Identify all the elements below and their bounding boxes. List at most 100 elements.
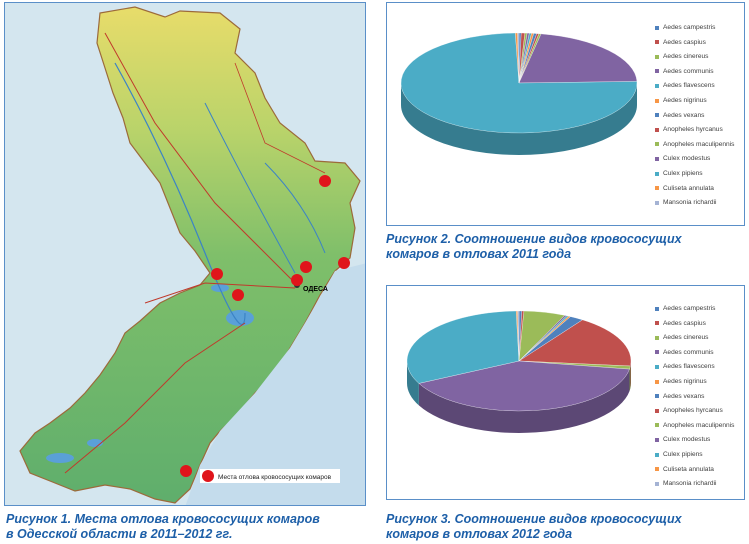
- legend-label: Aedes campestris: [663, 305, 716, 312]
- black-sea: [185, 263, 365, 505]
- figure-3-caption-line: Рисунок 3. Соотношение видов кровососущи…: [386, 512, 682, 526]
- legend-label: Aedes caspius: [663, 319, 706, 327]
- legend-label: Culex modestus: [663, 155, 711, 163]
- legend-swatch: [655, 113, 659, 118]
- legend-label: Culex pipiens: [663, 451, 703, 458]
- legend-label: Culiseta annulata: [663, 184, 714, 192]
- legend-swatch: [655, 408, 659, 413]
- figure-1-caption: Рисунок 1. Места отлова кровососущих ком…: [6, 512, 320, 542]
- pie-chart-2011: [400, 32, 638, 155]
- figure-1-caption-line: в Одесской области в 2011–2012 гг.: [6, 527, 233, 541]
- legend-swatch: [655, 156, 659, 161]
- road: [104, 32, 296, 284]
- map-legend-label: Места отлова кровососущих комаров: [218, 474, 332, 481]
- figure-2-caption-line: комаров в отловах 2011 года: [386, 247, 572, 261]
- trap-site-marker: [291, 274, 303, 286]
- legend-label: Aedes cinereus: [663, 334, 709, 342]
- figure-1-caption-line: Рисунок 1. Места отлова кровососущих ком…: [6, 512, 320, 526]
- legend-swatch: [655, 25, 659, 30]
- legend-swatch: [655, 481, 659, 486]
- pie-slice-side: [401, 83, 637, 155]
- pie-slice: [517, 310, 520, 362]
- legend-swatch: [655, 335, 659, 340]
- pie-slice-side: [630, 361, 631, 389]
- legend-swatch: [655, 350, 659, 355]
- pie-chart-2012: [406, 310, 632, 433]
- pie-slice-side: [629, 366, 631, 392]
- pie-slice: [518, 33, 638, 84]
- legend-swatch: [655, 83, 659, 88]
- road-3: [64, 322, 246, 474]
- legend-swatch: [655, 200, 659, 205]
- map-figure: ОДЕСА Места отлова кровососущих комаров: [4, 2, 366, 506]
- pie-slice: [518, 319, 632, 367]
- legend-label: Anopheles maculipennis: [663, 421, 735, 429]
- pie-slice: [406, 310, 520, 384]
- trap-site-marker: [232, 289, 244, 301]
- trap-site-marker: [300, 261, 312, 273]
- pie-slice-side: [418, 369, 630, 433]
- legend-label: Aedes communis: [663, 348, 714, 356]
- pie-slice: [400, 32, 638, 134]
- legend-label: Aedes vexans: [663, 392, 705, 400]
- trap-site-marker: [211, 268, 223, 280]
- pie-slice-side: [407, 361, 419, 406]
- legend-label: Culex modestus: [663, 436, 711, 444]
- legend-label: Aedes cinereus: [663, 53, 709, 61]
- pie-slice: [517, 32, 520, 84]
- figure-3-chart: Aedes campestris Aedes caspius Aedes ciner…: [386, 285, 745, 500]
- legend-label: Culiseta annulata: [663, 465, 714, 473]
- odessa-city-label: ОДЕСА: [303, 286, 328, 293]
- map-legend-box: [200, 469, 340, 483]
- map-legend-marker: [202, 470, 214, 482]
- legend-swatch: [655, 321, 659, 326]
- legend-label: Aedes nigrinus: [663, 378, 707, 385]
- legend-swatch: [655, 437, 659, 442]
- legend-label: Mansonia richardii: [663, 199, 717, 207]
- river: [114, 62, 246, 325]
- legend-label: Aedes campestris: [663, 24, 716, 31]
- legend-label: Mansonia richardii: [663, 480, 717, 488]
- legend-label: Anopheles hyrcanus: [663, 407, 723, 415]
- legend-swatch: [655, 171, 659, 176]
- odessa-region-map: ОДЕСА Места отлова кровососущих комаров: [5, 3, 365, 505]
- figure-2-chart: Aedes campestris Aedes caspius Aedes ciner…: [386, 2, 745, 226]
- river-2: [204, 102, 296, 274]
- legend-swatch: [655, 40, 659, 45]
- figure-3-caption-line: комаров в отловах 2012 года: [386, 527, 573, 541]
- legend-swatch: [655, 54, 659, 59]
- river-3: [264, 162, 326, 254]
- legend-label: Aedes nigrinus: [663, 97, 707, 104]
- legend-label: Aedes vexans: [663, 111, 705, 119]
- legend-swatch: [655, 452, 659, 457]
- legend-swatch: [655, 394, 659, 399]
- trap-site-marker: [180, 465, 192, 477]
- legend-swatch: [655, 69, 659, 74]
- legend-label: Aedes caspius: [663, 38, 706, 46]
- road-4: [234, 62, 326, 174]
- legend-label: Culex pipiens: [663, 170, 703, 177]
- figure-3-caption: Рисунок 3. Соотношение видов кровососущи…: [386, 512, 682, 542]
- legend-swatch: [655, 467, 659, 472]
- legend-swatch: [655, 306, 659, 311]
- figure-2-caption-line: Рисунок 2. Соотношение видов кровососущи…: [386, 232, 682, 246]
- legend-swatch: [655, 142, 659, 147]
- legend-swatch: [655, 186, 659, 191]
- trap-site-marker: [319, 175, 331, 187]
- legend-swatch: [655, 379, 659, 384]
- legend-label: Aedes flavescens: [663, 363, 715, 371]
- road-2: [144, 282, 296, 304]
- trap-site-marker: [338, 257, 350, 269]
- legend-label: Anopheles maculipennis: [663, 140, 735, 148]
- lake-south: [46, 453, 74, 463]
- legend-swatch: [655, 364, 659, 369]
- legend-label: Aedes flavescens: [663, 82, 715, 90]
- legend-swatch: [655, 98, 659, 103]
- legend-label: Anopheles hyrcanus: [663, 126, 723, 134]
- legend-swatch: [655, 127, 659, 132]
- figure-2-caption: Рисунок 2. Соотношение видов кровососущи…: [386, 232, 682, 262]
- legend-swatch: [655, 423, 659, 428]
- region-shape: [19, 6, 361, 504]
- legend-label: Aedes communis: [663, 67, 714, 75]
- pie-slice: [418, 360, 630, 412]
